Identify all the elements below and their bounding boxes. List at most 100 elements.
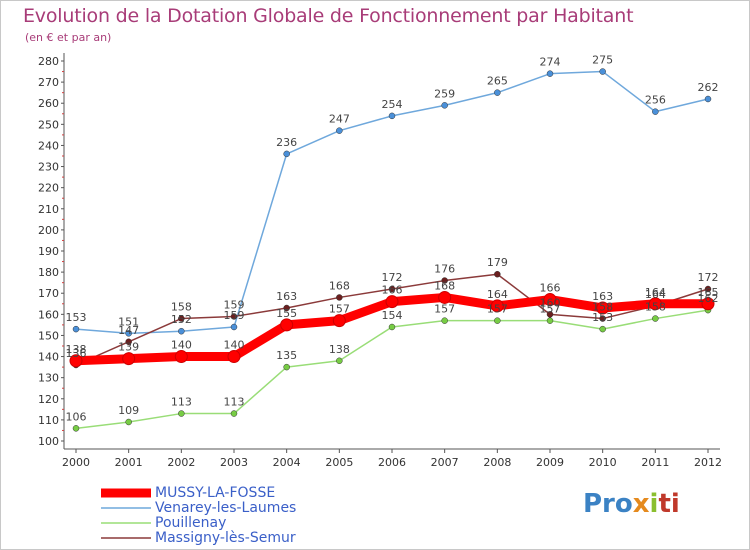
y-tick-label: 210 bbox=[38, 203, 59, 216]
data-label: 139 bbox=[118, 341, 139, 354]
data-label: 168 bbox=[434, 279, 455, 292]
data-label: 153 bbox=[592, 311, 613, 324]
data-point bbox=[652, 108, 659, 115]
data-point bbox=[701, 297, 715, 311]
y-tick-label: 120 bbox=[38, 393, 59, 406]
chart-legend: MUSSY-LA-FOSSE Venarey-les-Laumes Pouill… bbox=[101, 485, 296, 545]
data-point bbox=[227, 350, 241, 364]
y-tick-label: 260 bbox=[38, 97, 59, 110]
legend-label-massigny: Massigny-lès-Semur bbox=[155, 529, 296, 546]
data-point bbox=[388, 285, 396, 293]
data-point bbox=[336, 294, 343, 301]
logo-part-ti: ti bbox=[658, 489, 680, 519]
data-point bbox=[494, 89, 501, 96]
y-tick-label: 190 bbox=[38, 245, 59, 258]
data-point bbox=[704, 95, 712, 103]
chart-subtitle: (en € et par an) bbox=[25, 31, 112, 44]
data-label: 164 bbox=[645, 288, 666, 301]
data-label: 113 bbox=[224, 396, 245, 409]
y-tick-label: 160 bbox=[38, 308, 59, 321]
data-label: 138 bbox=[66, 343, 87, 356]
y-tick-label: 250 bbox=[38, 118, 59, 131]
data-label: 153 bbox=[66, 311, 87, 324]
data-label: 157 bbox=[434, 303, 455, 316]
data-point bbox=[388, 323, 396, 331]
data-label: 163 bbox=[592, 290, 613, 303]
x-tick-label: 2004 bbox=[273, 456, 301, 469]
data-label: 157 bbox=[487, 303, 508, 316]
data-label: 109 bbox=[118, 404, 139, 417]
data-point bbox=[599, 325, 606, 333]
data-point bbox=[230, 313, 238, 320]
data-label: 113 bbox=[171, 396, 192, 409]
data-label: 168 bbox=[329, 279, 350, 292]
data-label: 259 bbox=[434, 87, 455, 100]
line-chart: 100 110 120 130 140 150 160 170 180 190 200 210 220 2… bbox=[38, 53, 722, 469]
data-label: 164 bbox=[645, 286, 666, 299]
data-label: 236 bbox=[276, 136, 297, 149]
y-tick-label: 170 bbox=[38, 287, 59, 300]
data-point bbox=[652, 315, 659, 322]
data-label: 158 bbox=[645, 301, 666, 314]
data-point bbox=[283, 363, 290, 371]
legend-label-venarey: Venarey-les-Laumes bbox=[155, 499, 297, 516]
data-point bbox=[546, 317, 554, 324]
data-label: 164 bbox=[487, 288, 508, 301]
legend-item-massigny: Massigny-lès-Semur bbox=[101, 530, 296, 545]
data-label: 155 bbox=[276, 307, 297, 320]
data-point bbox=[336, 127, 343, 134]
data-label: 274 bbox=[540, 56, 561, 69]
legend-item-venarey: Venarey-les-Laumes bbox=[101, 500, 296, 515]
y-tick-label: 130 bbox=[38, 372, 59, 385]
y-tick-label: 220 bbox=[38, 182, 59, 195]
data-label: 262 bbox=[698, 81, 719, 94]
data-point bbox=[125, 338, 132, 346]
data-label: 172 bbox=[698, 271, 719, 284]
y-tick-label: 180 bbox=[38, 266, 59, 279]
data-label: 135 bbox=[276, 349, 297, 362]
data-point bbox=[438, 290, 452, 304]
data-label: 136 bbox=[66, 347, 87, 360]
data-point bbox=[230, 410, 238, 417]
data-point bbox=[546, 311, 554, 318]
legend-swatch-venarey bbox=[101, 506, 151, 509]
data-label: 151 bbox=[118, 315, 139, 328]
data-label: 106 bbox=[66, 410, 87, 423]
data-label: 140 bbox=[171, 339, 192, 352]
data-label: 256 bbox=[645, 94, 666, 107]
data-point bbox=[388, 112, 396, 120]
data-point bbox=[441, 277, 448, 284]
data-point bbox=[704, 285, 712, 293]
x-tick-label: 2008 bbox=[483, 456, 511, 469]
data-point bbox=[385, 295, 399, 309]
x-tick-label: 2003 bbox=[220, 456, 248, 469]
data-point bbox=[599, 68, 606, 75]
data-label: 172 bbox=[382, 271, 403, 284]
data-label: 140 bbox=[224, 339, 245, 352]
data-point bbox=[596, 301, 610, 315]
data-label: 163 bbox=[276, 290, 297, 303]
x-tick-label: 2001 bbox=[115, 456, 143, 469]
legend-item-mussy: MUSSY-LA-FOSSE bbox=[101, 485, 296, 500]
data-point bbox=[332, 314, 346, 328]
x-tick-label: 2007 bbox=[431, 456, 459, 469]
data-label: 275 bbox=[592, 54, 613, 67]
legend-label-pouillenay: Pouillenay bbox=[155, 514, 227, 531]
data-label: 254 bbox=[382, 98, 403, 111]
logo-part-x: x bbox=[632, 489, 650, 519]
x-tick-label: 2012 bbox=[694, 456, 722, 469]
data-label: 138 bbox=[329, 343, 350, 356]
x-tick-label: 2006 bbox=[378, 456, 406, 469]
proxiti-logo: Proxiti bbox=[583, 489, 680, 519]
y-tick-label: 150 bbox=[38, 329, 59, 342]
data-point bbox=[648, 297, 662, 311]
x-tick-label: 2000 bbox=[62, 456, 90, 469]
data-point bbox=[69, 354, 83, 368]
data-point bbox=[174, 350, 188, 364]
data-point bbox=[494, 317, 501, 324]
x-tick-label: 2005 bbox=[325, 456, 353, 469]
data-label: 158 bbox=[171, 301, 192, 314]
data-point bbox=[441, 317, 448, 324]
x-tick-label: 2009 bbox=[536, 456, 564, 469]
